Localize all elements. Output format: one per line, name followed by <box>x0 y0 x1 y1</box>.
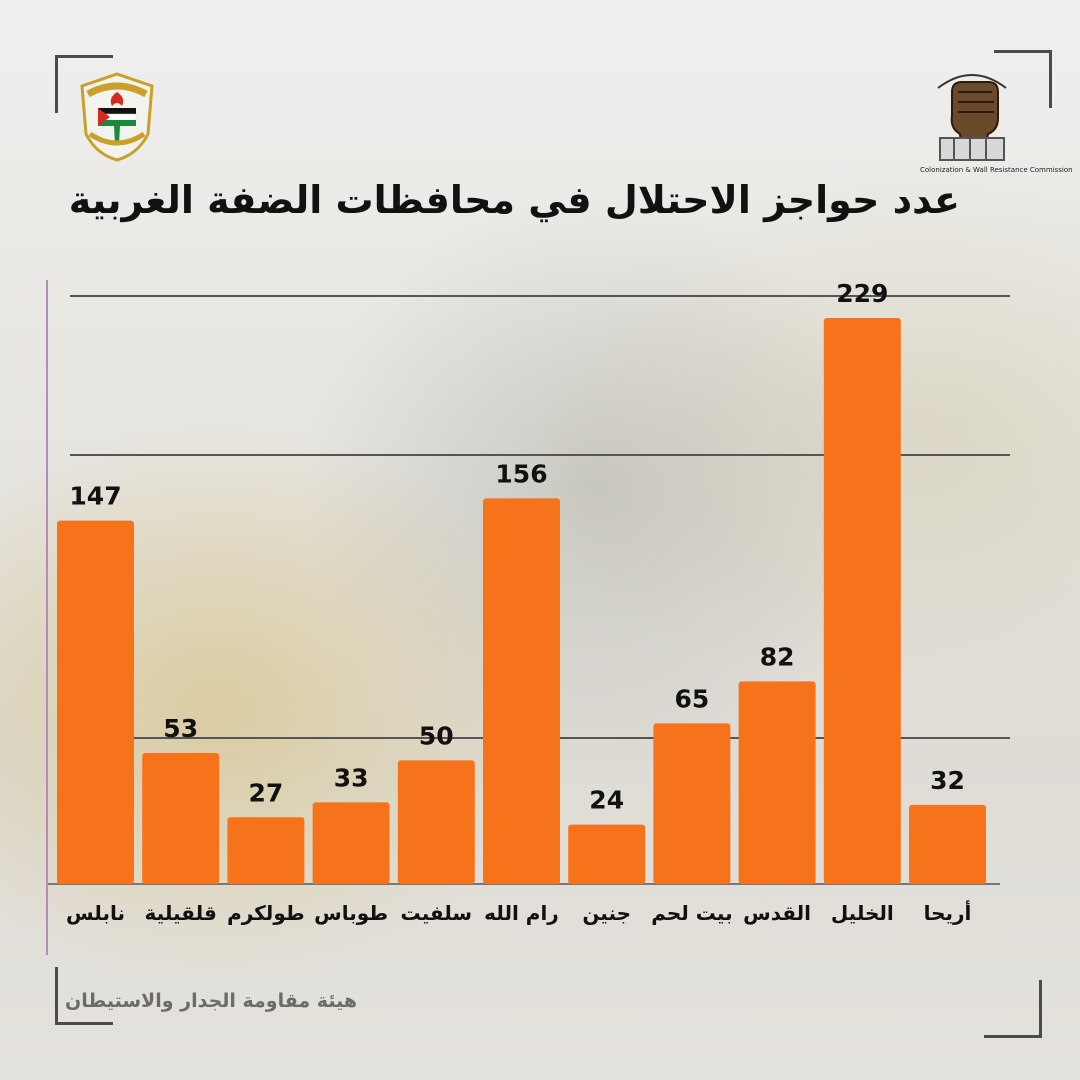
bar-value-label: 65 <box>675 684 710 713</box>
bar-value-label: 27 <box>249 778 284 807</box>
category-label: القدس <box>743 901 811 925</box>
category-label: طولكرم <box>227 901 305 925</box>
plo-emblem-logo <box>78 72 156 162</box>
bar <box>653 723 731 884</box>
category-label: نابلس <box>66 901 125 925</box>
left-accent-line <box>46 280 48 955</box>
category-label: قلقيلية <box>145 901 217 925</box>
category-label: طوباس <box>314 901 388 925</box>
bar <box>397 760 475 884</box>
bar-value-label: 147 <box>69 482 121 511</box>
frame-corner-bottom-left <box>55 967 113 1025</box>
bar <box>142 753 220 884</box>
fist-logo <box>918 58 1026 178</box>
bar <box>312 802 390 884</box>
category-label: رام الله <box>484 901 559 925</box>
bar <box>909 804 986 884</box>
bar-value-label: 229 <box>836 279 888 308</box>
frame-corner-bottom-right <box>984 980 1042 1038</box>
category-label: سلفيت <box>401 901 473 925</box>
bar <box>227 817 305 884</box>
bar <box>483 498 560 884</box>
category-label: جنين <box>582 901 631 925</box>
bar-value-label: 24 <box>589 786 624 815</box>
frame-corner-top-right <box>994 50 1052 108</box>
bar-value-label: 156 <box>495 459 547 488</box>
category-label: الخليل <box>831 901 894 925</box>
bar-value-label: 82 <box>760 642 795 671</box>
frame-corner-top-left <box>55 55 113 113</box>
bar <box>57 520 134 884</box>
bar-value-label: 53 <box>163 714 198 743</box>
logo-caption: Colonization & Wall Resistance Commissio… <box>920 166 1073 174</box>
bar-value-label: 32 <box>930 766 965 795</box>
bar-value-label: 50 <box>419 721 454 750</box>
category-label: بيت لحم <box>651 901 732 925</box>
bar <box>823 318 901 884</box>
bar <box>738 681 816 884</box>
footer-text: هيئة مقاومة الجدار والاستيطان <box>65 990 358 1012</box>
chart-title: عدد حواجز الاحتلال في محافظات الضفة الغر… <box>68 178 960 222</box>
bar <box>568 824 646 884</box>
bar-value-label: 33 <box>334 763 369 792</box>
category-label: أريحا <box>924 899 972 925</box>
